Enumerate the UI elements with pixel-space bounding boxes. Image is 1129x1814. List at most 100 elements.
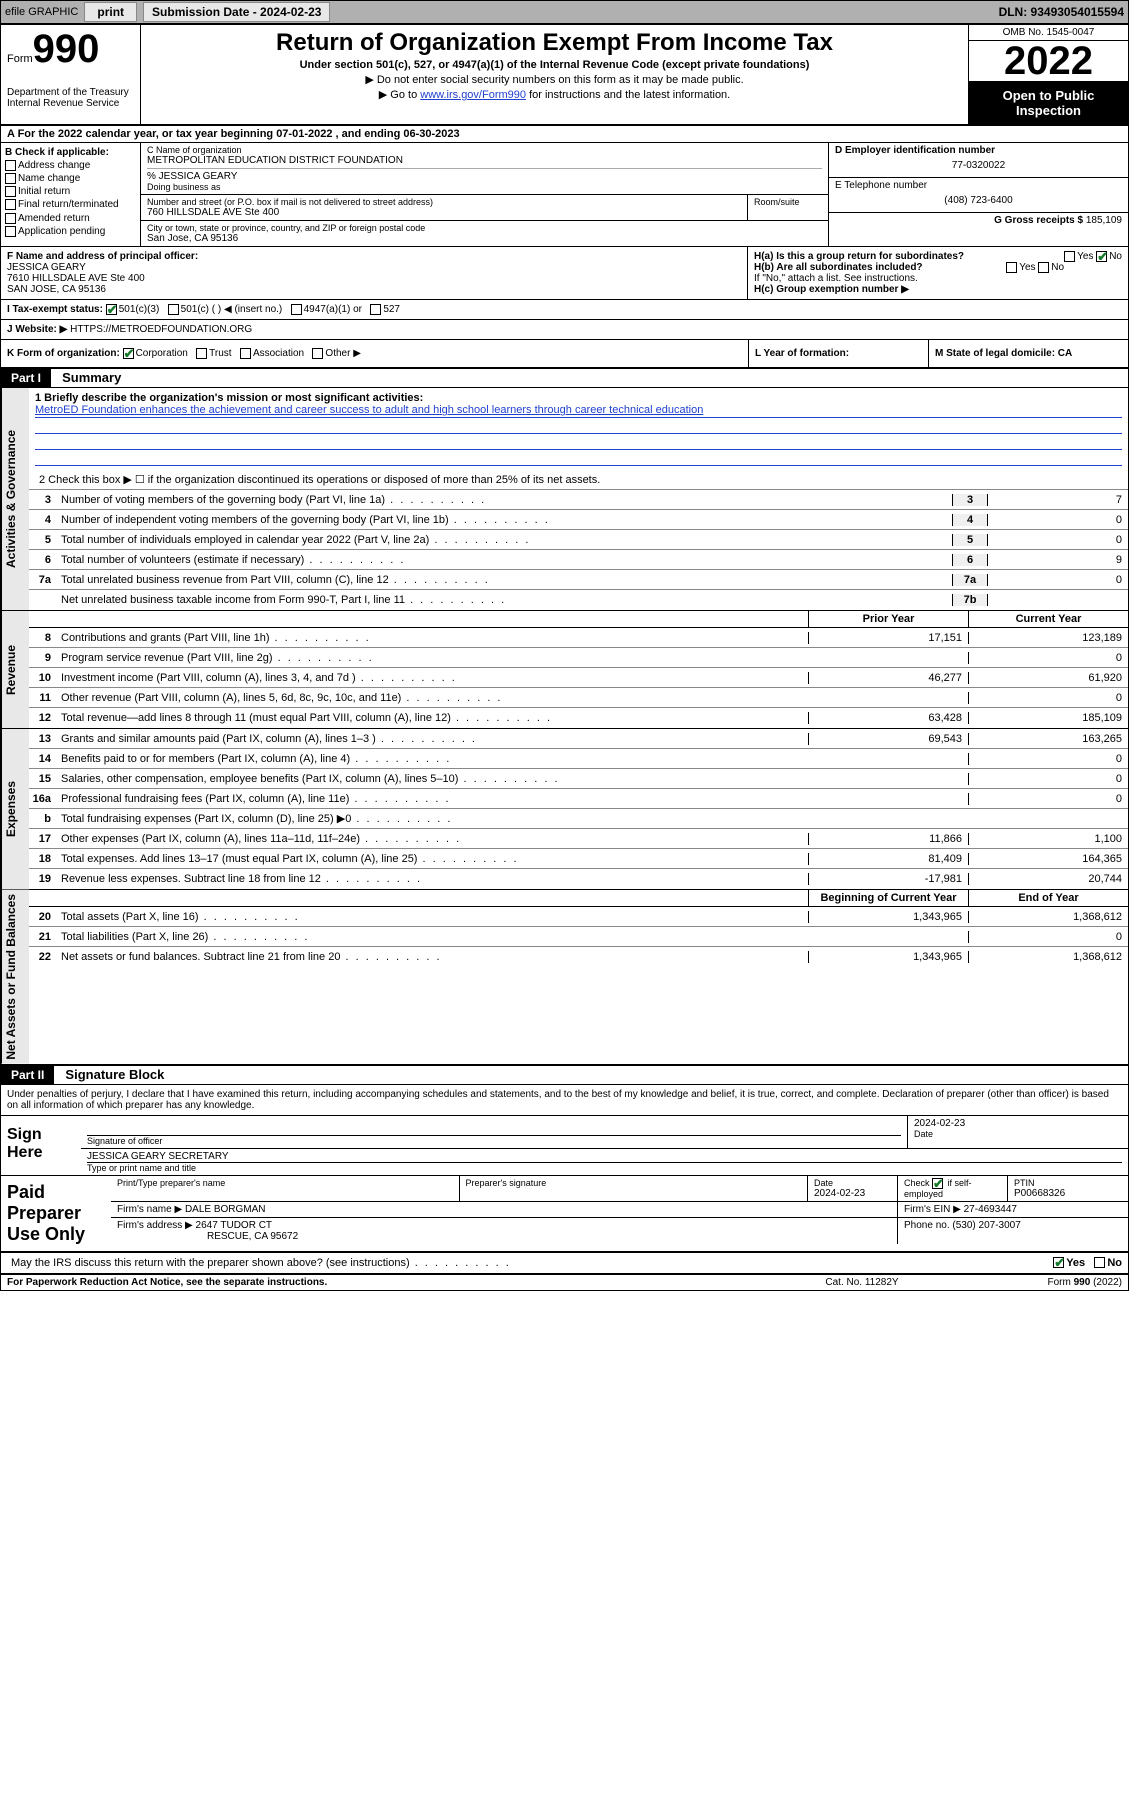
side-net-assets: Net Assets or Fund Balances (1, 890, 29, 1064)
summary-line: 4Number of independent voting members of… (29, 510, 1128, 530)
cb-discuss-no[interactable] (1094, 1257, 1105, 1268)
revenue-header: Prior Year Current Year (29, 611, 1128, 628)
summary-line: 14Benefits paid to or for members (Part … (29, 749, 1128, 769)
city-state-zip: San Jose, CA 95136 (147, 233, 822, 244)
officer-name-title: JESSICA GEARY SECRETARY (87, 1151, 1122, 1162)
cb-address-change[interactable] (5, 160, 16, 171)
section-revenue: Revenue Prior Year Current Year 8Contrib… (1, 611, 1128, 729)
summary-line: 8Contributions and grants (Part VIII, li… (29, 628, 1128, 648)
header-left: Form990 Department of the Treasury Inter… (1, 25, 141, 124)
part-i-hdr: Part I (1, 369, 51, 387)
note-ssn: ▶ Do not enter social security numbers o… (147, 73, 962, 86)
cb-hb-no[interactable] (1038, 262, 1049, 273)
summary-line: 20Total assets (Part X, line 16)1,343,96… (29, 907, 1128, 927)
summary-line: 15Salaries, other compensation, employee… (29, 769, 1128, 789)
ptin: P00668326 (1014, 1188, 1122, 1199)
sign-here-row: Sign Here Signature of officer 2024-02-2… (1, 1116, 1128, 1176)
sig-date: 2024-02-23 (914, 1118, 1122, 1129)
firm-addr1: 2647 TUDOR CT (196, 1220, 273, 1231)
part-ii-title: Signature Block (57, 1065, 172, 1084)
form-word: Form (7, 53, 33, 65)
cb-assoc[interactable] (240, 348, 251, 359)
cb-final-return[interactable] (5, 199, 16, 210)
form-title: Return of Organization Exempt From Incom… (147, 29, 962, 57)
cb-527[interactable] (370, 304, 381, 315)
summary-line: 21Total liabilities (Part X, line 26)0 (29, 927, 1128, 947)
discuss-row: May the IRS discuss this return with the… (1, 1253, 1128, 1275)
section-activities-governance: Activities & Governance 1 Briefly descri… (1, 388, 1128, 611)
cb-discuss-yes[interactable] (1053, 1257, 1064, 1268)
firm-name: DALE BORGMAN (185, 1204, 266, 1215)
phone: (408) 723-6400 (835, 191, 1122, 210)
group-return: H(a) Is this a group return for subordin… (748, 247, 1128, 299)
principal-officer: F Name and address of principal officer:… (1, 247, 748, 299)
cb-ha-no[interactable] (1096, 251, 1107, 262)
form-subtitle: Under section 501(c), 527, or 4947(a)(1)… (147, 59, 962, 71)
prep-phone: (530) 207-3007 (952, 1220, 1020, 1231)
header-center: Return of Organization Exempt From Incom… (141, 25, 968, 124)
tax-year: 2022 (969, 41, 1128, 82)
care-of: % JESSICA GEARY (147, 168, 822, 182)
row-f-h: F Name and address of principal officer:… (1, 247, 1128, 300)
dept-treasury: Department of the Treasury (7, 87, 134, 98)
row-klm: K Form of organization: Corporation Trus… (1, 340, 1128, 369)
firm-ein: 27-4693447 (964, 1204, 1017, 1215)
top-bar: efile GRAPHIC print Submission Date - 20… (0, 0, 1129, 24)
summary-line: 19Revenue less expenses. Subtract line 1… (29, 869, 1128, 889)
line-1-mission: 1 Briefly describe the organization's mi… (29, 388, 1128, 470)
part-i: Part I Summary Activities & Governance 1… (1, 369, 1128, 1066)
cb-trust[interactable] (196, 348, 207, 359)
block-entity-info: B Check if applicable: Address change Na… (1, 143, 1128, 247)
col-c-name-address: C Name of organization METROPOLITAN EDUC… (141, 143, 828, 246)
part-i-title: Summary (54, 368, 129, 387)
ein: 77-0320022 (835, 156, 1122, 175)
summary-line: 17Other expenses (Part IX, column (A), l… (29, 829, 1128, 849)
part-ii: Part II Signature Block Under penalties … (1, 1066, 1128, 1275)
irs-label: Internal Revenue Service (7, 98, 134, 109)
print-button[interactable]: print (84, 2, 137, 22)
cb-amended[interactable] (5, 213, 16, 224)
summary-line: 10Investment income (Part VIII, column (… (29, 668, 1128, 688)
summary-line: 11Other revenue (Part VIII, column (A), … (29, 688, 1128, 708)
section-net-assets: Net Assets or Fund Balances Beginning of… (1, 890, 1128, 1066)
summary-line: 12Total revenue—add lines 8 through 11 (… (29, 708, 1128, 728)
dln: DLN: 93493054015594 (999, 5, 1124, 19)
summary-line: 18Total expenses. Add lines 13–17 (must … (29, 849, 1128, 869)
cb-app-pending[interactable] (5, 226, 16, 237)
cb-self-employed[interactable] (932, 1178, 943, 1189)
col-b-checkboxes: B Check if applicable: Address change Na… (1, 143, 141, 246)
mission-text[interactable]: MetroED Foundation enhances the achievem… (35, 404, 1122, 418)
summary-line: 5Total number of individuals employed in… (29, 530, 1128, 550)
cb-other[interactable] (312, 348, 323, 359)
line-2: 2 Check this box ▶ ☐ if the organization… (29, 470, 1128, 490)
form-990: Form990 Department of the Treasury Inter… (0, 24, 1129, 1291)
section-expenses: Expenses 13Grants and similar amounts pa… (1, 729, 1128, 890)
part-ii-hdr: Part II (1, 1066, 54, 1084)
cb-ha-yes[interactable] (1064, 251, 1075, 262)
side-expenses: Expenses (1, 729, 29, 889)
side-ag: Activities & Governance (1, 388, 29, 610)
summary-line: 9Program service revenue (Part VIII, lin… (29, 648, 1128, 668)
summary-line: 22Net assets or fund balances. Subtract … (29, 947, 1128, 967)
col-defg: D Employer identification number 77-0320… (828, 143, 1128, 246)
street-address: 760 HILLSDALE AVE Ste 400 (147, 207, 741, 218)
irs-link[interactable]: www.irs.gov/Form990 (420, 89, 526, 101)
efile-label: efile GRAPHIC (5, 6, 78, 18)
summary-line: 16aProfessional fundraising fees (Part I… (29, 789, 1128, 809)
header-right: OMB No. 1545-0047 2022 Open to Public In… (968, 25, 1128, 124)
summary-line: Net unrelated business taxable income fr… (29, 590, 1128, 610)
row-i: I Tax-exempt status: 501(c)(3) 501(c) ( … (1, 300, 1128, 320)
cb-name-change[interactable] (5, 173, 16, 184)
gross-receipts: 185,109 (1086, 215, 1122, 226)
summary-line: 3Number of voting members of the governi… (29, 490, 1128, 510)
cb-initial-return[interactable] (5, 186, 16, 197)
cb-hb-yes[interactable] (1006, 262, 1017, 273)
perjury-declaration: Under penalties of perjury, I declare th… (1, 1085, 1128, 1116)
cb-501c[interactable] (168, 304, 179, 315)
cb-corp[interactable] (123, 348, 134, 359)
summary-line: 13Grants and similar amounts paid (Part … (29, 729, 1128, 749)
cb-4947[interactable] (291, 304, 302, 315)
cb-501c3[interactable] (106, 304, 117, 315)
netassets-header: Beginning of Current Year End of Year (29, 890, 1128, 907)
row-a-tax-year: A For the 2022 calendar year, or tax yea… (1, 126, 1128, 143)
